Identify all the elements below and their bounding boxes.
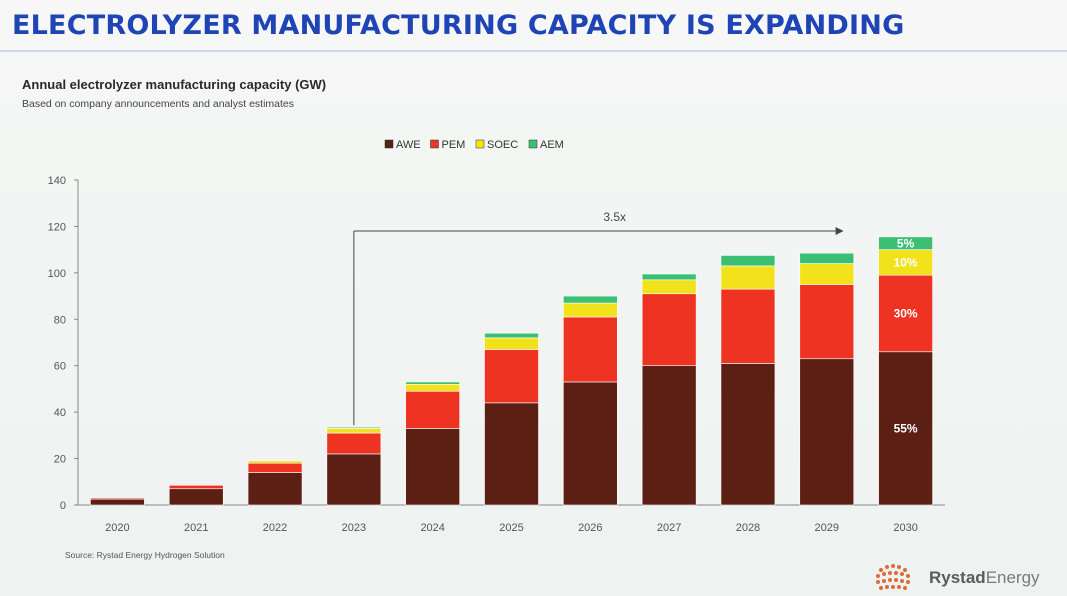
brand-name-light: Energy: [985, 568, 1040, 587]
bar-segment-awe: [405, 428, 460, 506]
bar-stacks: [90, 236, 933, 506]
bar-segment-pem: [878, 274, 933, 353]
y-tick-label: 20: [54, 454, 66, 466]
legend-swatch-soec: [475, 139, 485, 149]
share-label-soec: 10%: [894, 255, 918, 269]
rystad-logo-icon: [876, 564, 910, 590]
brand-logo: RystadEnergy: [873, 560, 1063, 596]
bar-segment-soec: [484, 337, 539, 350]
bar-segment-pem: [326, 432, 382, 455]
y-tick-label: 40: [54, 407, 66, 419]
y-tick-label: 80: [54, 314, 66, 326]
bar-segment-pem: [641, 293, 697, 367]
bar-segment-pem: [90, 497, 145, 500]
growth-annotation: 3.5x: [353, 210, 844, 426]
bar-segment-pem: [405, 390, 460, 429]
legend-label-awe: AWE: [396, 139, 421, 151]
y-tick-label: 140: [48, 175, 66, 187]
share-labels-2030: 55% 30% 10% 5%: [894, 236, 918, 435]
growth-annotation-label: 3.5x: [603, 210, 626, 224]
legend-swatch-awe: [384, 139, 394, 149]
x-tick-label: 2025: [499, 522, 523, 534]
bar-segment-awe: [641, 365, 697, 506]
x-tick-label: 2030: [893, 522, 917, 534]
share-label-pem: 30%: [894, 306, 918, 320]
x-tick-label: 2026: [578, 522, 602, 534]
x-tick-label: 2029: [815, 522, 839, 534]
y-axis: 0 20 40 60 80 100 120 140: [48, 175, 79, 512]
bar-segment-pem: [563, 316, 618, 383]
bar-segment-soec: [563, 302, 618, 318]
legend-label-aem: AEM: [540, 139, 564, 151]
source-note: Source: Rystad Energy Hydrogen Solution: [65, 550, 225, 560]
share-label-aem: 5%: [897, 236, 915, 250]
x-tick-label: 2020: [105, 522, 129, 534]
bar-segment-pem: [247, 462, 303, 473]
bar-segment-aem: [641, 273, 697, 281]
bar-segment-soec: [799, 263, 855, 285]
bar-segment-awe: [563, 381, 618, 506]
bar-segment-awe: [326, 453, 382, 506]
share-label-awe: 55%: [894, 421, 918, 435]
x-tick-label: 2027: [657, 522, 681, 534]
bar-segment-soec: [641, 279, 697, 295]
bar-segment-soec: [720, 265, 776, 290]
slide-headline: ELECTROLYZER MANUFACTURING CAPACITY IS E…: [12, 10, 905, 41]
chart-legend: AWE PEM SOEC AEM: [384, 139, 564, 151]
bar-segment-pem: [720, 288, 776, 364]
y-tick-label: 60: [54, 361, 66, 373]
growth-arrow-icon: [835, 227, 844, 235]
bar-segment-awe: [799, 358, 855, 506]
bar-segment-soec: [326, 428, 382, 434]
bar-segment-awe: [90, 498, 145, 506]
y-tick-label: 0: [60, 500, 66, 512]
x-tick-label: 2022: [263, 522, 287, 534]
bar-segment-soec: [247, 460, 303, 464]
bar-segment-pem: [799, 284, 855, 360]
bar-segment-awe: [720, 363, 776, 506]
bar-segment-aem: [720, 255, 776, 267]
bar-segment-awe: [878, 351, 933, 506]
x-tick-label: 2023: [342, 522, 366, 534]
bar-segment-awe: [247, 472, 303, 506]
chart-title: Annual electrolyzer manufacturing capaci…: [22, 77, 327, 92]
y-tick-label: 100: [48, 268, 66, 280]
legend-swatch-aem: [528, 139, 538, 149]
legend-label-pem: PEM: [442, 139, 466, 151]
x-tick-label: 2021: [184, 522, 208, 534]
x-tick-label: 2028: [736, 522, 760, 534]
bar-segment-soec: [878, 249, 933, 276]
bar-segment-aem: [878, 236, 933, 250]
bar-segment-pem: [484, 349, 539, 404]
bar-segment-awe: [484, 402, 539, 506]
bar-segment-aem: [326, 426, 382, 429]
legend-label-soec: SOEC: [487, 139, 518, 151]
bar-segment-aem: [799, 252, 855, 264]
bar-segment-soec: [405, 383, 460, 392]
bar-segment-pem: [168, 484, 224, 490]
bar-segment-aem: [563, 295, 618, 304]
x-axis: 2020 2021 2022 2023 2024 2025 2026 2027 2028 2029…: [78, 504, 945, 534]
y-tick-label: 120: [48, 221, 66, 233]
headline-divider: [0, 50, 1067, 52]
chart-subtitle: Based on company announcements and analy…: [22, 98, 295, 110]
x-tick-label: 2024: [420, 522, 444, 534]
brand-name-bold: Rystad: [929, 568, 986, 587]
brand-name: RystadEnergy: [929, 568, 1040, 588]
bar-segment-aem: [484, 332, 539, 339]
bar-segment-awe: [168, 488, 224, 506]
bar-segment-aem: [405, 381, 460, 385]
legend-swatch-pem: [430, 139, 439, 149]
